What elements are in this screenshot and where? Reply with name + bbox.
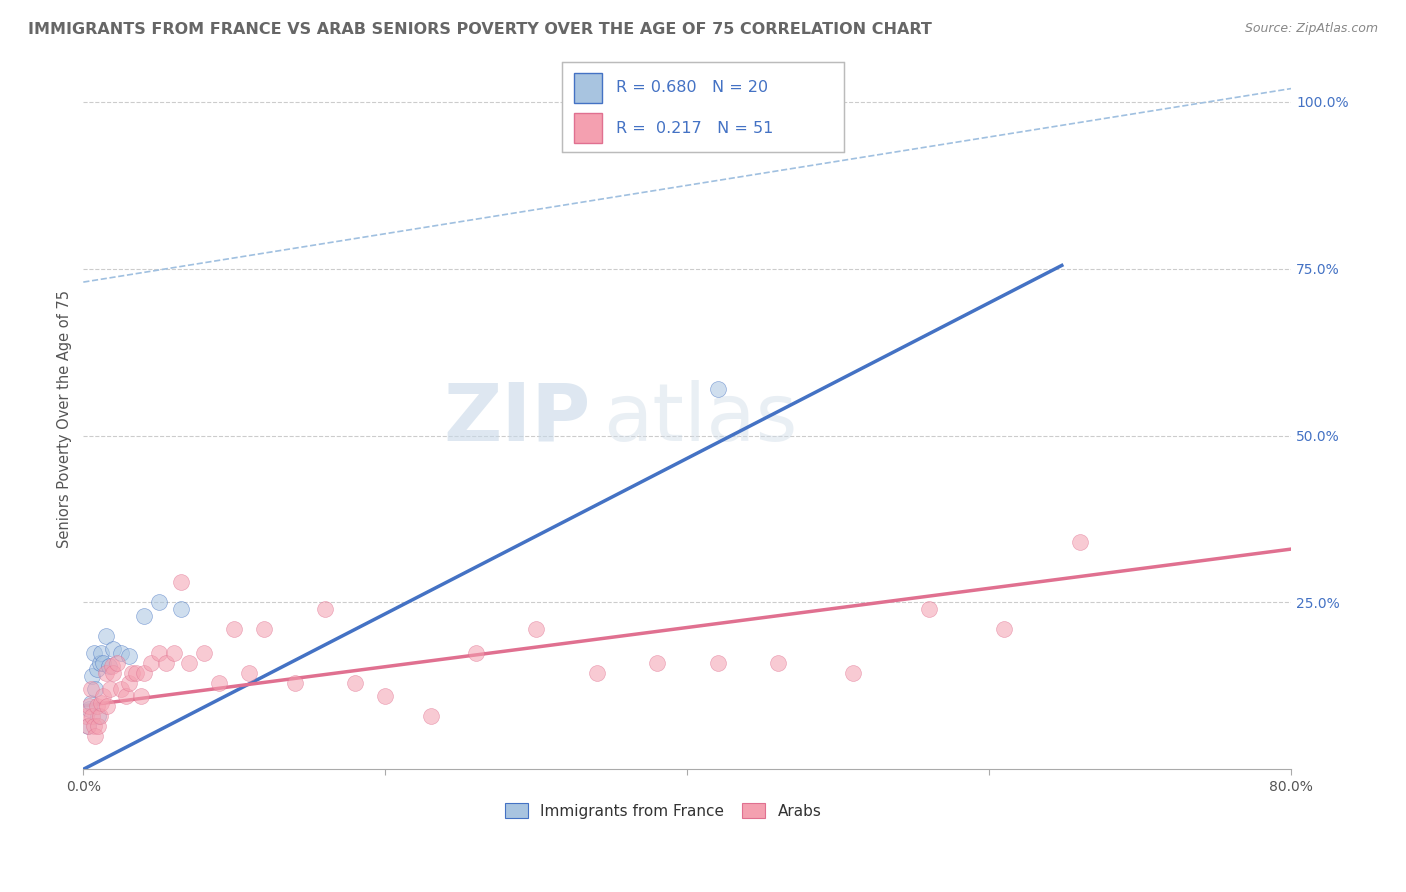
Point [193, 646, 215, 660]
Point [80, 696, 103, 710]
Point [993, 622, 1015, 636]
Point [76, 719, 98, 733]
Point [170, 575, 193, 590]
Point [83, 646, 105, 660]
Point [91, 656, 114, 670]
Point [87, 719, 110, 733]
Point [110, 646, 132, 660]
Point [238, 665, 260, 680]
Point [87, 709, 110, 723]
Point [314, 602, 336, 616]
Point [344, 675, 367, 690]
Point [419, 709, 441, 723]
Point [110, 682, 132, 697]
Point [82, 669, 104, 683]
Point [84, 729, 107, 743]
Point [117, 675, 139, 690]
Point [163, 646, 186, 660]
Point [89, 656, 111, 670]
Point [177, 656, 200, 670]
Point [1069, 535, 1091, 549]
Point [79, 702, 101, 716]
FancyBboxPatch shape [574, 73, 602, 103]
Point [94, 665, 117, 680]
Point [224, 622, 246, 636]
Text: R =  0.217   N = 51: R = 0.217 N = 51 [616, 120, 773, 136]
Point [80, 682, 103, 697]
Point [645, 656, 668, 670]
Point [464, 646, 486, 660]
Point [90, 696, 112, 710]
Point [706, 382, 728, 396]
Legend: Immigrants from France, Arabs: Immigrants from France, Arabs [499, 797, 828, 825]
Point [101, 658, 124, 673]
Point [132, 608, 155, 623]
Point [132, 665, 155, 680]
Point [918, 602, 941, 616]
Point [90, 646, 112, 660]
Point [766, 656, 789, 670]
Point [125, 665, 148, 680]
Point [524, 622, 547, 636]
Point [170, 602, 193, 616]
Point [103, 665, 125, 680]
Point [86, 662, 108, 676]
Point [91, 689, 114, 703]
Point [94, 629, 117, 643]
Point [253, 622, 276, 636]
Point [114, 689, 136, 703]
Point [155, 656, 177, 670]
Point [129, 689, 152, 703]
Point [96, 698, 118, 713]
Point [706, 656, 728, 670]
Point [148, 646, 170, 660]
Point [82, 709, 104, 723]
Text: ZIP: ZIP [443, 380, 591, 458]
Point [79, 698, 101, 713]
Point [105, 656, 128, 670]
Point [842, 665, 865, 680]
Text: IMMIGRANTS FROM FRANCE VS ARAB SENIORS POVERTY OVER THE AGE OF 75 CORRELATION CH: IMMIGRANTS FROM FRANCE VS ARAB SENIORS P… [28, 22, 932, 37]
Point [374, 689, 396, 703]
Text: Source: ZipAtlas.com: Source: ZipAtlas.com [1244, 22, 1378, 36]
Point [284, 675, 307, 690]
Point [208, 675, 231, 690]
FancyBboxPatch shape [574, 113, 602, 143]
Point [89, 709, 111, 723]
Point [103, 642, 125, 657]
Point [585, 665, 607, 680]
Point [75, 709, 97, 723]
Point [76, 719, 98, 733]
Point [100, 682, 122, 697]
Point [86, 698, 108, 713]
Text: atlas: atlas [603, 380, 797, 458]
Point [83, 719, 105, 733]
Y-axis label: Seniors Poverty Over the Age of 75: Seniors Poverty Over the Age of 75 [58, 290, 72, 548]
Point [84, 682, 107, 697]
Text: R = 0.680   N = 20: R = 0.680 N = 20 [616, 80, 768, 95]
Point [97, 658, 120, 673]
Point [121, 665, 143, 680]
Point [148, 595, 170, 609]
Point [117, 648, 139, 663]
Point [141, 656, 163, 670]
